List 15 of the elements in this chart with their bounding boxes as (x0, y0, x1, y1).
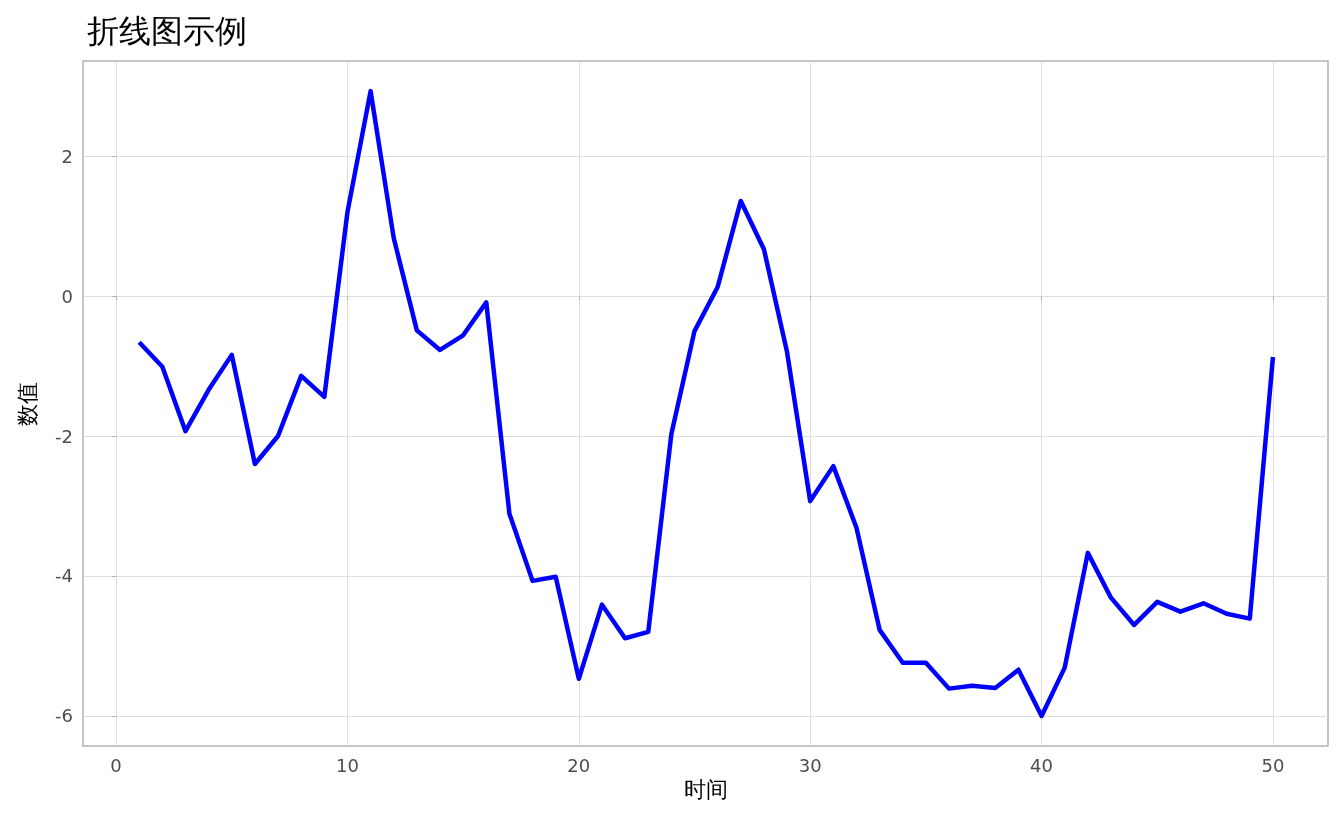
x-tick-label: 30 (798, 754, 822, 776)
y-tick-label: -4 (55, 565, 73, 587)
x-tick-label: 40 (1030, 754, 1054, 776)
chart-title: 折线图示例 (87, 12, 247, 50)
x-tick-label: 50 (1261, 754, 1285, 776)
y-axis-title: 数值 (14, 381, 40, 426)
y-tick-label: 2 (61, 145, 73, 167)
x-tick-label: 0 (110, 754, 122, 776)
x-axis-title: 时间 (683, 777, 728, 803)
y-tick-label: -2 (55, 425, 73, 447)
y-tick-label: 0 (61, 285, 73, 307)
x-tick-label: 20 (567, 754, 591, 776)
y-tick-label: -6 (55, 705, 73, 727)
line-series (136, 88, 1276, 719)
x-tick-label: 10 (336, 754, 359, 776)
